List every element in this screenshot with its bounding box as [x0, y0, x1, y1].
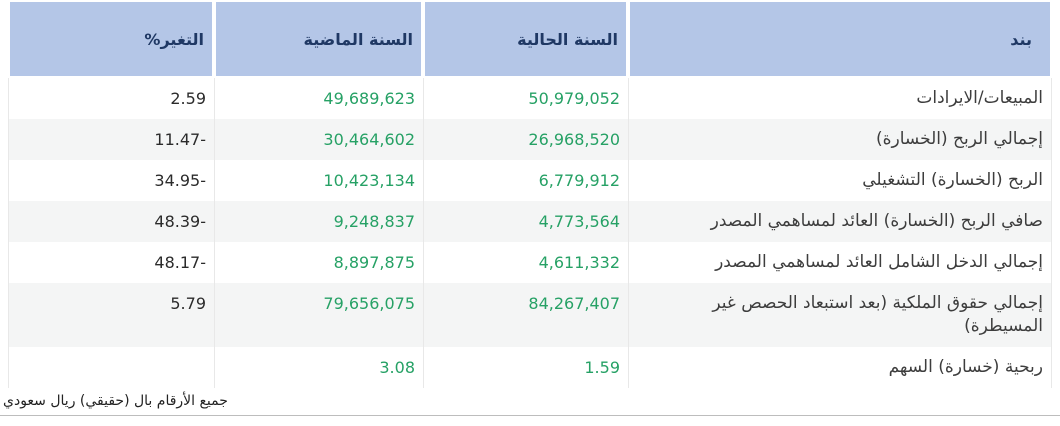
item-label: إجمالي الدخل الشامل العائد لمساهمي المصد… — [628, 242, 1052, 283]
change-percent-value: 48.39- — [8, 201, 214, 242]
table-row: ربحية (خسارة) السهم 1.59 3.08 — [8, 347, 1052, 388]
item-label: إجمالي حقوق الملكية (بعد استبعاد الحصص غ… — [628, 283, 1052, 347]
change-percent-value: 11.47- — [8, 119, 214, 160]
current-year-value: 6,779,912 — [423, 160, 628, 201]
item-label: إجمالي الربح (الخسارة) — [628, 119, 1052, 160]
header-item: بند — [628, 2, 1052, 76]
current-year-value: 84,267,407 — [423, 283, 628, 347]
previous-year-value: 49,689,623 — [214, 78, 423, 119]
current-year-value: 4,611,332 — [423, 242, 628, 283]
change-percent-value: 5.79 — [8, 283, 214, 347]
item-label: ربحية (خسارة) السهم — [628, 347, 1052, 388]
financial-summary-table: بند السنة الحالية السنة الماضية التغير% … — [8, 2, 1052, 388]
currency-footnote: جميع الأرقام بال (حقيقي) ريال سعودي — [0, 388, 1060, 416]
current-year-value: 26,968,520 — [423, 119, 628, 160]
previous-year-value: 10,423,134 — [214, 160, 423, 201]
current-year-value: 50,979,052 — [423, 78, 628, 119]
header-current-year: السنة الحالية — [423, 2, 628, 76]
header-change-percent: التغير% — [8, 2, 214, 76]
change-percent-value: 34.95- — [8, 160, 214, 201]
table-row: إجمالي الربح (الخسارة) 26,968,520 30,464… — [8, 119, 1052, 160]
table-row: إجمالي الدخل الشامل العائد لمساهمي المصد… — [8, 242, 1052, 283]
item-label: المبيعات/الايرادات — [628, 78, 1052, 119]
current-year-value: 1.59 — [423, 347, 628, 388]
previous-year-value: 8,897,875 — [214, 242, 423, 283]
item-label: صافي الربح (الخسارة) العائد لمساهمي المص… — [628, 201, 1052, 242]
header-previous-year: السنة الماضية — [214, 2, 423, 76]
table-row: الربح (الخسارة) التشغيلي 6,779,912 10,42… — [8, 160, 1052, 201]
change-percent-value: 2.59 — [8, 78, 214, 119]
change-percent-value: 48.17- — [8, 242, 214, 283]
item-label: الربح (الخسارة) التشغيلي — [628, 160, 1052, 201]
change-percent-value — [8, 347, 214, 388]
current-year-value: 4,773,564 — [423, 201, 628, 242]
table-row: المبيعات/الايرادات 50,979,052 49,689,623… — [8, 78, 1052, 119]
table-header-row: بند السنة الحالية السنة الماضية التغير% — [8, 2, 1052, 76]
previous-year-value: 3.08 — [214, 347, 423, 388]
financial-summary-page: بند السنة الحالية السنة الماضية التغير% … — [0, 2, 1060, 416]
table-row: إجمالي حقوق الملكية (بعد استبعاد الحصص غ… — [8, 283, 1052, 347]
table-row: صافي الربح (الخسارة) العائد لمساهمي المص… — [8, 201, 1052, 242]
previous-year-value: 79,656,075 — [214, 283, 423, 347]
previous-year-value: 30,464,602 — [214, 119, 423, 160]
previous-year-value: 9,248,837 — [214, 201, 423, 242]
